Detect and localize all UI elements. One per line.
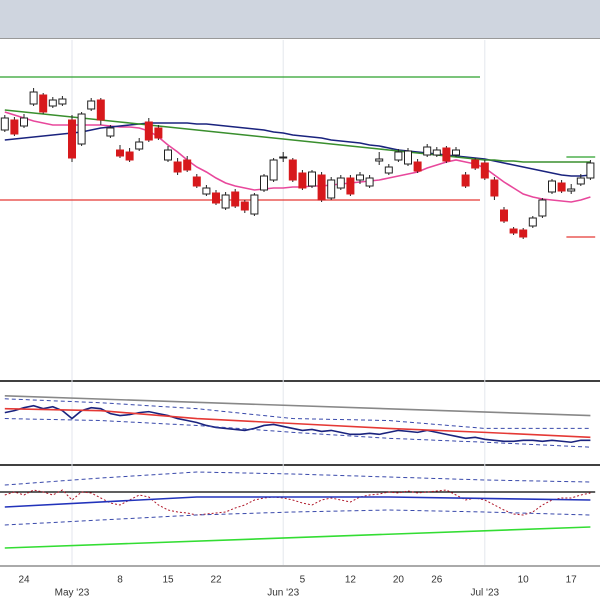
candle-body [384,166,393,174]
candle-body [365,177,374,187]
candle-body [490,179,499,197]
candle-body [192,176,201,187]
indicator-line [4,509,591,526]
candle-body [519,229,528,238]
candle-body [346,177,355,195]
candle-body [308,171,316,187]
candle-body [394,151,403,161]
indicator-line [4,489,591,516]
indicator-line [4,404,591,444]
x-tick-label: 24 [18,575,30,586]
candle-body [500,209,508,222]
candle-body [586,162,595,179]
candle-body [452,149,460,156]
candle-body [106,127,115,137]
candle-body [10,119,19,135]
candle-body [471,159,480,169]
x-tick-label: 8 [117,575,123,586]
candle-body [538,199,547,217]
indicator-line [4,407,591,439]
candle-body [68,119,76,159]
candle-body [87,100,96,110]
candle-body [528,217,537,227]
x-tick-label: 17 [566,575,578,586]
x-tick-label: 26 [431,575,443,586]
candle-body [29,91,38,105]
indicator-line [4,418,591,448]
candle-body [250,194,259,215]
x-tick-label: 5 [300,575,306,586]
x-tick-label: 20 [393,575,405,586]
indicator-line [4,122,591,177]
candle-body [125,151,134,161]
candle-body [144,121,153,141]
toolbar [0,0,600,38]
indicator-line [4,395,591,417]
candle-body [317,174,326,201]
indicator-line [4,496,591,508]
candle-body [269,159,278,181]
candle-body [212,192,220,204]
candle-body [461,174,470,187]
candle-body [0,117,9,131]
candle-body [423,146,432,156]
x-month-label: Jul '23 [471,588,500,599]
candle-body [442,147,451,162]
candle-body [288,159,297,181]
candle-body [327,179,336,199]
x-tick-label: 22 [210,575,222,586]
candle-body [164,149,172,161]
candle-body [509,228,518,234]
x-tick-label: 12 [345,575,357,586]
indicator-line [4,471,591,486]
candle-body [96,99,105,121]
candle-body [356,174,364,181]
candle-body [20,117,28,127]
candle-body [39,94,48,113]
candle-body [240,201,249,211]
candle-body [576,177,585,185]
candle-body [413,161,422,172]
candle-body [336,177,345,189]
candle-body [557,182,566,192]
candle-body [48,99,57,107]
candle-body [183,159,192,171]
x-month-label: Jun '23 [267,588,299,599]
candle-body [231,191,240,207]
candle-body [221,194,230,209]
indicator-line [4,398,591,429]
candle-body [202,187,211,195]
candle-body [567,188,576,192]
indicator-line [4,111,591,203]
x-month-label: May '23 [55,588,90,599]
candle-body [298,172,307,189]
candle-body [58,98,67,105]
candle-body [77,113,86,145]
candle-body [279,156,288,159]
candle-body [135,141,144,150]
indicator-line [4,526,591,549]
candle-body [173,161,182,173]
candle-body [432,149,441,156]
x-tick-label: 10 [518,575,530,586]
candle-body [480,162,489,179]
candle-body [154,127,163,139]
candle-body [260,175,268,191]
x-tick-label: 15 [162,575,174,586]
candle-body [404,150,412,165]
candle-body [116,149,124,157]
candle-body [375,158,384,162]
candle-body [548,180,556,193]
